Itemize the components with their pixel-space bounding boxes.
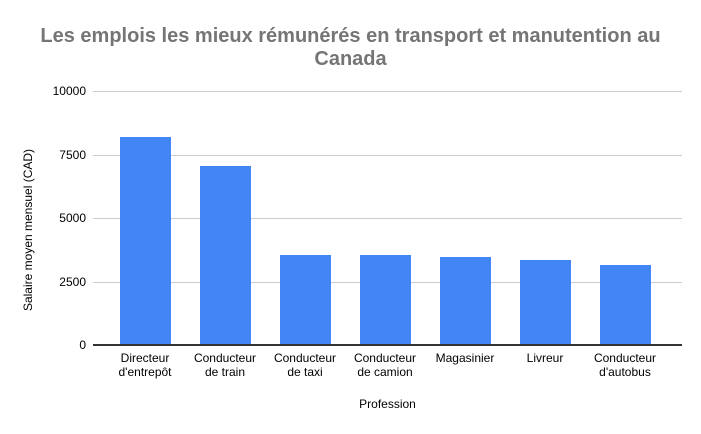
x-tick-label: Directeur d'entrepôt	[118, 351, 172, 379]
gridline	[93, 218, 682, 219]
bar	[439, 256, 491, 345]
chart-title-line-2: Canada	[314, 48, 387, 70]
x-axis-title: Profession	[359, 397, 416, 411]
x-tick-label: Conducteur de taxi	[273, 351, 337, 379]
x-tick-label: Conducteur d'autobus	[593, 351, 657, 379]
y-tick-label: 0	[79, 338, 86, 352]
bar	[599, 264, 651, 345]
bar	[119, 136, 171, 345]
bar-column	[265, 254, 345, 345]
bar-column	[585, 264, 665, 345]
bar-column	[105, 136, 185, 345]
x-axis-tick-labels: Directeur d'entrepôt Conducteur de train C…	[93, 351, 682, 379]
x-tick-label: Conducteur de camion	[353, 351, 417, 379]
bar-series	[93, 91, 682, 345]
gridline	[93, 154, 682, 156]
bar	[199, 165, 251, 345]
x-axis-line	[93, 344, 682, 346]
bar	[359, 254, 411, 345]
bar-column	[185, 165, 265, 345]
x-tick-label: Magasinier	[435, 351, 495, 365]
y-tick-label: 2500	[59, 274, 86, 289]
chart-title: Les emplois les mieux rémunérés en trans…	[0, 25, 701, 71]
gridline	[93, 91, 682, 92]
bar-column	[345, 254, 425, 345]
chart-title-line-1: Les emplois les mieux rémunérés en trans…	[40, 25, 661, 47]
bar-column	[425, 256, 505, 345]
x-tick-label: Livreur	[526, 351, 564, 365]
bar-column	[505, 259, 585, 345]
x-tick-label: Conducteur de train	[193, 351, 257, 379]
bar	[519, 259, 571, 345]
plot-area	[93, 91, 682, 346]
y-tick-label: 10000	[52, 84, 86, 98]
y-tick-label: 7500	[59, 147, 86, 162]
y-tick-label: 5000	[59, 211, 86, 225]
bar	[279, 254, 331, 345]
